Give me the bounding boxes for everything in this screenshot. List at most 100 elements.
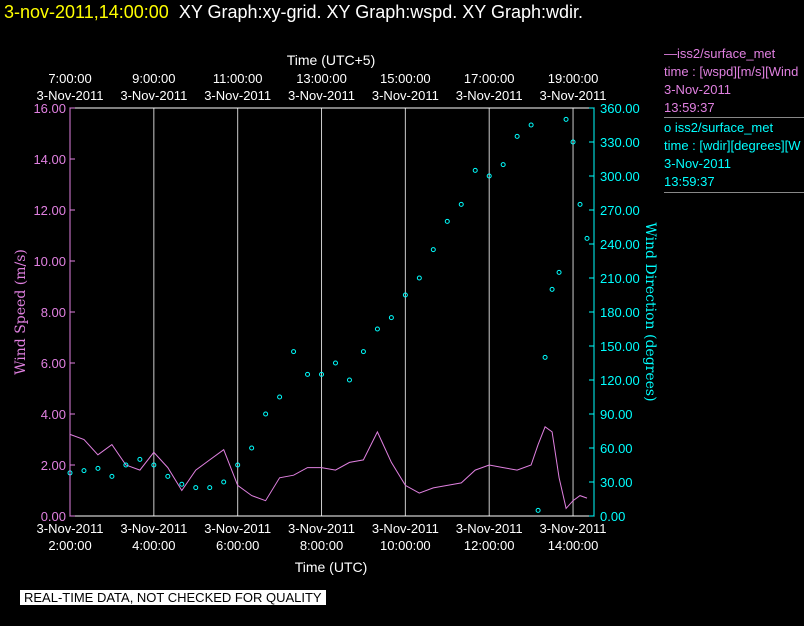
y2-tick-label: 120.00 <box>600 373 640 388</box>
x2-tick-date: 3-Nov-2011 <box>37 88 104 103</box>
header-graph-titles: XY Graph:xy-grid. XY Graph:wspd. XY Grap… <box>178 2 584 22</box>
legend-time: 13:59:37 <box>664 100 715 115</box>
wind-direction-point <box>291 349 297 355</box>
x2-axis-title: Time (UTC+5) <box>287 52 376 68</box>
y-tick-label: 12.00 <box>33 203 66 218</box>
x-tick-date: 3-Nov-2011 <box>288 521 355 536</box>
wind-direction-point <box>444 218 450 224</box>
wind-direction-point <box>277 394 283 400</box>
wind-direction-point <box>123 462 129 468</box>
header-date: 3-nov-2011,14:00:00 <box>4 2 169 22</box>
y2-tick-label: 300.00 <box>600 169 640 184</box>
legend-time: 13:59:37 <box>664 174 715 189</box>
legend-field: time : [wdir][degrees][W <box>664 138 801 153</box>
legend-date: 3-Nov-2011 <box>664 156 731 171</box>
y2-tick-label: 150.00 <box>600 339 640 354</box>
x-tick-time: 14:00:00 <box>548 538 599 553</box>
legend-station: iss2/surface_met <box>677 46 776 61</box>
x-tick-time: 8:00:00 <box>300 538 343 553</box>
legend-station: iss2/surface_met <box>674 120 774 135</box>
legend-circle-marker: o <box>664 120 675 135</box>
wind-direction-point <box>584 235 590 241</box>
y-tick-label: 2.00 <box>41 458 66 473</box>
y2-tick-label: 330.00 <box>600 135 640 150</box>
x-tick-date: 3-Nov-2011 <box>372 521 439 536</box>
y2-tick-label: 60.00 <box>600 441 633 456</box>
wind-direction-point <box>346 377 352 383</box>
wind-direction-point <box>319 371 325 377</box>
plot-frame <box>69 107 595 517</box>
wind-direction-point <box>193 485 199 491</box>
x2-tick-time: 13:00:00 <box>296 71 347 86</box>
wind-direction-point <box>563 116 569 122</box>
y-tick-label: 14.00 <box>33 152 66 167</box>
wind-direction-point <box>235 462 241 468</box>
legend-divider <box>664 117 804 118</box>
legend-entry-wdir: o iss2/surface_met time : [wdir][degrees… <box>664 119 804 191</box>
legend-divider <box>664 192 804 193</box>
wind-direction-point <box>109 473 115 479</box>
x2-tick-time: 11:00:00 <box>213 71 263 86</box>
legend-date: 3-Nov-2011 <box>664 82 731 97</box>
x-tick-date: 3-Nov-2011 <box>456 521 523 536</box>
x2-tick-date: 3-Nov-2011 <box>288 88 355 103</box>
y2-tick-label: 210.00 <box>600 271 640 286</box>
legend-field: time : [wspd][m/s][Wind <box>664 64 799 79</box>
wind-direction-point <box>81 468 87 474</box>
x2-tick-time: 17:00:00 <box>464 71 515 86</box>
x2-tick-time: 15:00:00 <box>380 71 431 86</box>
wind-direction-point <box>577 201 583 207</box>
axes-layer: 3-Nov-2011 2:00:00 7:00:00 3-Nov-2011 3-Nov-… <box>33 71 639 553</box>
y-tick-label: 16.00 <box>33 101 66 116</box>
wind-direction-point <box>95 465 101 471</box>
y2-tick-label: 180.00 <box>600 305 640 320</box>
wind-direction-point <box>500 162 506 168</box>
y2-tick-label: 240.00 <box>600 237 640 252</box>
y-tick-label: 4.00 <box>41 407 66 422</box>
x-tick-date: 3-Nov-2011 <box>37 521 104 536</box>
wind-speed-line <box>69 426 588 510</box>
x-tick-time: 4:00:00 <box>132 538 175 553</box>
series-layer <box>67 116 590 513</box>
x-tick-time: 6:00:00 <box>216 538 259 553</box>
y2-tick-label: 90.00 <box>600 407 633 422</box>
x-axis-title: Time (UTC) <box>295 559 368 575</box>
wind-direction-point <box>374 326 380 332</box>
x-tick-date: 3-Nov-2011 <box>204 521 271 536</box>
wind-direction-point <box>549 286 555 292</box>
y2-tick-label: 360.00 <box>600 101 640 116</box>
wind-direction-point <box>221 479 227 485</box>
x2-tick-date: 3-Nov-2011 <box>372 88 439 103</box>
quality-disclaimer: REAL-TIME DATA, NOT CHECKED FOR QUALITY <box>20 590 326 605</box>
wind-direction-point <box>458 201 464 207</box>
x2-tick-time: 9:00:00 <box>132 71 175 86</box>
y-tick-label: 0.00 <box>41 509 66 524</box>
wind-direction-point <box>535 507 541 513</box>
x2-tick-time: 19:00:00 <box>548 71 599 86</box>
wind-direction-point <box>528 122 534 128</box>
wind-direction-point <box>263 411 269 417</box>
legend-entry-wspd: —iss2/surface_met time : [wspd][m/s][Win… <box>664 45 804 117</box>
wind-direction-point <box>207 485 213 491</box>
wind-direction-point <box>388 315 394 321</box>
y2-tick-label: 270.00 <box>600 203 640 218</box>
y-tick-label: 10.00 <box>33 254 66 269</box>
wind-direction-point <box>249 445 255 451</box>
wind-direction-point <box>402 292 408 298</box>
wind-direction-point <box>542 354 548 360</box>
wind-direction-point <box>360 349 366 355</box>
wind-direction-point <box>151 462 157 468</box>
wind-direction-point <box>570 139 576 145</box>
wind-direction-point <box>514 133 520 139</box>
wind-direction-point <box>486 173 492 179</box>
x-tick-time: 12:00:00 <box>464 538 515 553</box>
x-tick-time: 10:00:00 <box>380 538 431 553</box>
wind-direction-point <box>179 481 185 487</box>
x2-tick-date: 3-Nov-2011 <box>204 88 271 103</box>
y2-tick-label: 30.00 <box>600 475 633 490</box>
legend-line-marker: — <box>664 46 677 61</box>
y2-tick-label: 0.00 <box>600 509 625 524</box>
y-tick-label: 6.00 <box>41 356 66 371</box>
x-tick-date: 3-Nov-2011 <box>540 521 607 536</box>
